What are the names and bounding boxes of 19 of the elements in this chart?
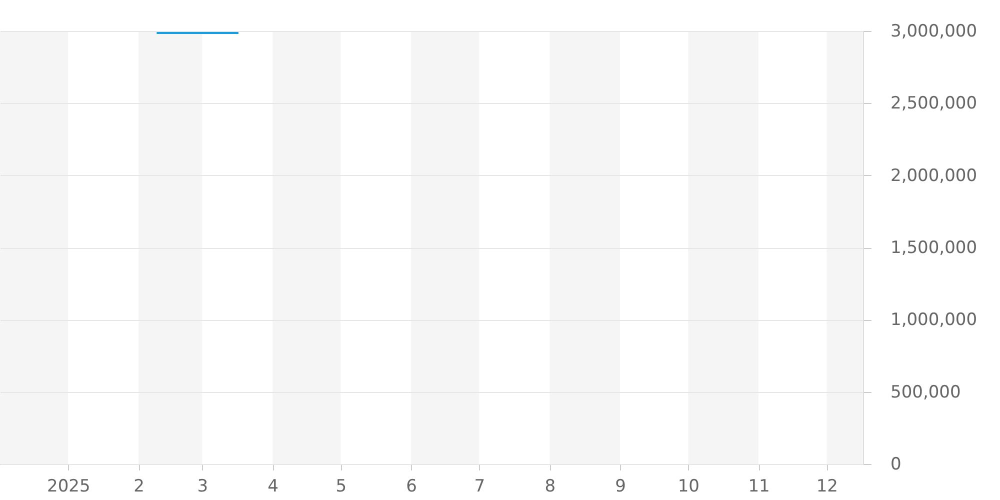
x-tick-label: 5 xyxy=(336,476,347,496)
y-tick-label: 1,000,000 xyxy=(890,310,978,330)
x-tick-label: 11 xyxy=(748,476,770,496)
y-tick-label: 1,500,000 xyxy=(890,238,978,258)
x-tick-label: 9 xyxy=(615,476,626,496)
y-tick-label: 2,500,000 xyxy=(890,94,978,114)
y-tick-label: 0 xyxy=(890,454,902,474)
x-tick-label: 12 xyxy=(816,476,838,496)
x-tick-label: 4 xyxy=(268,476,278,496)
x-tick-label: 2 xyxy=(134,476,144,496)
y-tick-label: 2,000,000 xyxy=(890,166,978,186)
x-tick-label: 2025 xyxy=(47,476,90,496)
x-tick-label: 10 xyxy=(678,476,700,496)
x-tick-label: 3 xyxy=(197,476,208,496)
y-tick-label: 500,000 xyxy=(890,382,961,402)
x-tick-label: 8 xyxy=(544,476,556,496)
x-tick-label: 7 xyxy=(474,476,486,496)
x-tick-label: 6 xyxy=(406,476,417,496)
y-tick-label: 3,000,000 xyxy=(890,22,978,42)
